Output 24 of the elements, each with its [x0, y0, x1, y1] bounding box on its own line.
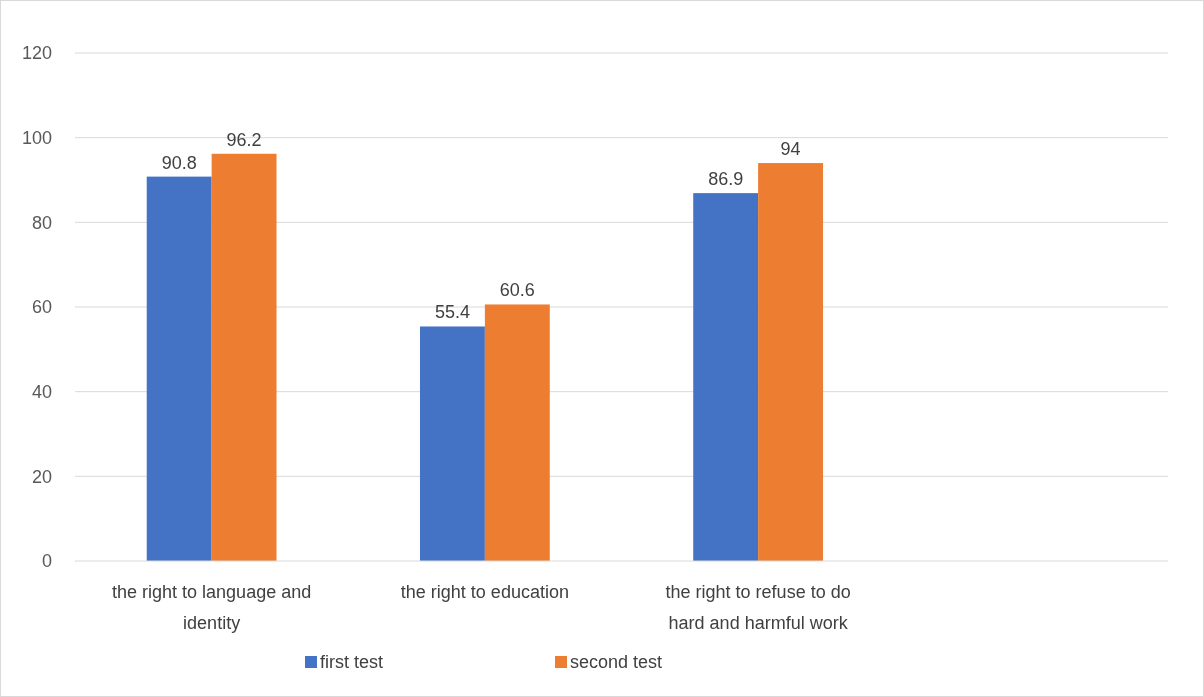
bar	[419, 326, 485, 561]
y-tick-label: 0	[41, 551, 52, 572]
data-label: 94	[780, 139, 801, 160]
data-label: 60.6	[499, 280, 535, 301]
bar	[211, 153, 277, 561]
x-tick-label: the right to education	[400, 582, 569, 602]
y-tick-label: 120	[21, 43, 52, 64]
data-label: 90.8	[161, 152, 197, 173]
data-label: 96.2	[226, 129, 262, 150]
legend-label: second test	[570, 652, 663, 673]
x-tick-label: the right to refuse to do hard and harmful work	[665, 582, 851, 633]
bar	[758, 163, 824, 561]
y-tick-label: 60	[31, 297, 52, 318]
y-tick-label: 20	[31, 466, 52, 487]
y-tick-label: 80	[31, 212, 52, 233]
bar	[146, 176, 212, 561]
data-label: 86.9	[708, 169, 744, 190]
bar	[693, 193, 759, 561]
legend-label: first test	[320, 652, 384, 673]
bar	[484, 304, 550, 561]
y-tick-label: 40	[31, 381, 52, 402]
y-tick-label: 100	[21, 127, 52, 148]
x-tick-label: the right to language and identity	[112, 582, 312, 633]
data-label: 55.4	[434, 302, 470, 323]
